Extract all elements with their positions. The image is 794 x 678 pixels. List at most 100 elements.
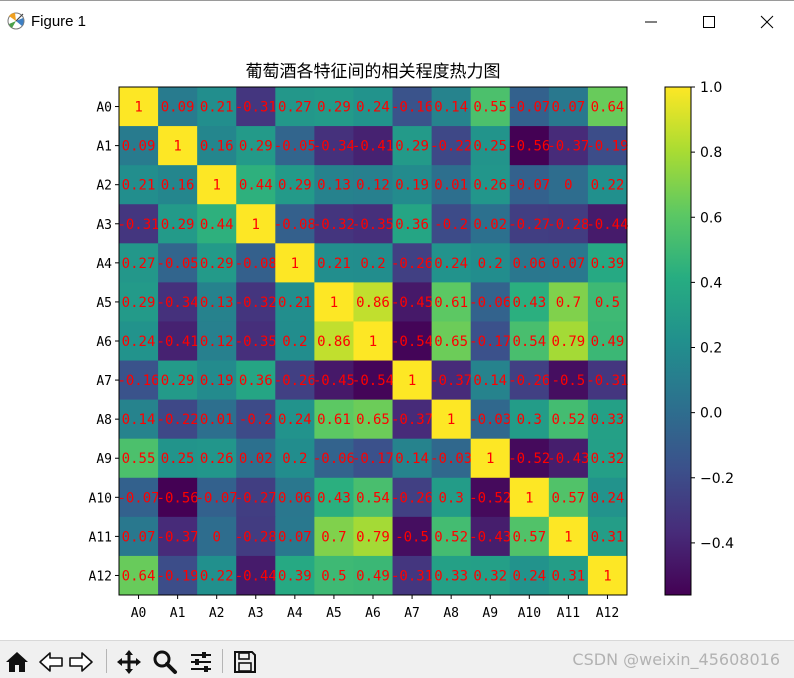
heatmap-cell	[353, 399, 394, 440]
heatmap-cell	[509, 243, 550, 283]
y-tick-label: A3	[96, 218, 112, 233]
cell-annotation: 0.16	[161, 178, 195, 194]
heatmap-cell	[353, 555, 394, 596]
heatmap-cell	[353, 360, 394, 401]
y-tick-label: A6	[96, 335, 112, 350]
y-tick-label: A0	[96, 101, 112, 116]
cell-annotation: 0.32	[591, 451, 625, 467]
heatmap-cell	[314, 204, 354, 244]
heatmap-cell	[119, 399, 159, 440]
y-tick-label: A10	[89, 491, 112, 506]
forward-button[interactable]	[68, 649, 94, 675]
configure-subplots-icon	[191, 652, 211, 672]
cell-annotation: -0.37	[391, 412, 433, 428]
heatmap-cell	[314, 477, 354, 518]
cell-annotation: 1	[447, 412, 455, 428]
heatmap-cell	[236, 321, 276, 362]
cell-annotation: -0.07	[117, 490, 159, 506]
configure-subplots-button[interactable]	[188, 649, 214, 675]
heatmap-cell	[236, 399, 276, 440]
heatmap-cell	[158, 477, 198, 518]
cell-annotation: 0.3	[439, 490, 464, 506]
cell-annotation: 0.2	[478, 256, 503, 272]
heatmap-cell	[236, 477, 276, 518]
x-tick-label: A2	[209, 606, 225, 621]
cell-annotation: 0.14	[434, 100, 468, 116]
cell-annotation: 0.29	[161, 373, 195, 389]
zoom-icon	[153, 650, 177, 674]
heatmap-cell	[548, 438, 589, 479]
cell-annotation: -0.16	[391, 100, 433, 116]
save-button[interactable]	[232, 649, 258, 675]
maximize-icon	[703, 16, 715, 28]
heatmap-cell	[470, 399, 511, 440]
heatmap-cell	[509, 516, 550, 557]
cell-annotation: -0.34	[313, 139, 355, 155]
minimize-button[interactable]	[628, 7, 674, 37]
close-button[interactable]	[744, 7, 790, 37]
cell-annotation: -0.43	[547, 451, 589, 467]
heatmap-cell	[236, 204, 276, 244]
home-button[interactable]	[4, 649, 30, 675]
heatmap-cell	[353, 321, 394, 362]
cell-annotation: -0.03	[430, 451, 472, 467]
cell-annotation: -0.35	[352, 217, 394, 233]
heatmap-cell	[314, 360, 354, 401]
heatmap-cell	[509, 165, 550, 205]
cell-annotation: -0.34	[157, 295, 199, 311]
heatmap-cell	[470, 555, 511, 596]
cell-annotation: -0.56	[508, 139, 550, 155]
cell-annotation: -0.19	[157, 568, 199, 584]
heatmap-cell	[275, 360, 315, 401]
heatmap-cell	[197, 360, 237, 401]
heatmap-cell	[158, 165, 198, 205]
heatmap-cell	[431, 555, 472, 596]
back-button[interactable]	[38, 649, 64, 675]
window-titlebar: Figure 1	[0, 0, 794, 42]
zoom-button[interactable]	[152, 649, 178, 675]
close-icon	[760, 15, 774, 29]
cell-annotation: 0.79	[552, 334, 586, 350]
heatmap-cell	[197, 321, 237, 362]
heatmap-cell	[353, 87, 394, 127]
heatmap-cell	[236, 126, 276, 166]
cell-annotation: 0.29	[122, 295, 156, 311]
heatmap-cell	[275, 555, 315, 596]
cell-annotation: 0.54	[512, 334, 546, 350]
heatmap-cell	[509, 204, 550, 244]
cell-annotation: -0.08	[274, 217, 316, 233]
heatmap-cell	[119, 438, 159, 479]
heatmap-cell	[275, 321, 315, 362]
heatmap-cell	[314, 399, 354, 440]
heatmap-cell	[119, 126, 159, 166]
cell-annotation: -0.35	[235, 334, 277, 350]
heatmap-cell	[548, 477, 589, 518]
maximize-button[interactable]	[686, 7, 732, 37]
cell-annotation: -0.26	[508, 373, 550, 389]
cell-annotation: 0.07	[552, 100, 586, 116]
heatmap-cell	[392, 438, 433, 479]
y-tick-label: A5	[96, 296, 112, 311]
cell-annotation: 0.31	[591, 529, 625, 545]
y-tick-label: A7	[96, 374, 112, 389]
heatmap-cell	[431, 321, 472, 362]
cell-annotation: 0.31	[552, 568, 586, 584]
heatmap-cell	[509, 282, 550, 322]
pan-button[interactable]	[116, 649, 142, 675]
cell-annotation: 0.33	[434, 568, 468, 584]
heatmap-cell	[197, 555, 237, 596]
heatmap-cell	[548, 516, 589, 557]
cell-annotation: 0.02	[239, 451, 273, 467]
cell-annotation: -0.27	[235, 490, 277, 506]
heatmap-cell	[236, 555, 276, 596]
heatmap-cell	[275, 87, 315, 127]
heatmap-cell	[587, 555, 628, 596]
cell-annotation: 1	[212, 178, 220, 194]
save-icon	[234, 651, 256, 673]
cell-annotation: -0.31	[117, 217, 159, 233]
cell-annotation: -0.52	[508, 451, 550, 467]
cell-annotation: -0.28	[235, 529, 277, 545]
x-tick-label: A8	[443, 606, 459, 621]
heatmap-cell	[158, 126, 198, 166]
cell-annotation: -0.27	[508, 217, 550, 233]
